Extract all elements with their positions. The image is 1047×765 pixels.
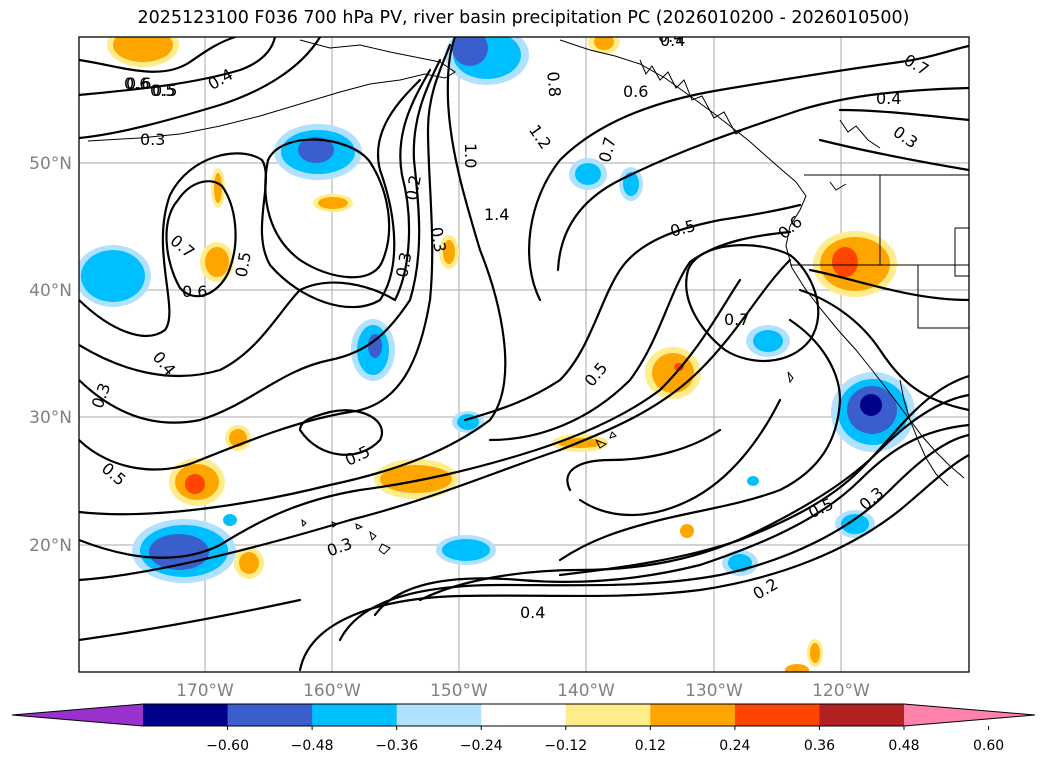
colorbar-outline bbox=[11, 703, 1036, 727]
precip-neg-region bbox=[452, 37, 488, 66]
colorbar-segment bbox=[565, 704, 651, 726]
lon-tick-labels: 170°W 160°W 150°W 140°W 130°W 120°W bbox=[176, 681, 870, 701]
colorbar-label: −0.36 bbox=[375, 738, 418, 754]
lon-tick-label: 150°W bbox=[430, 681, 488, 701]
lat-tick-labels: 50°N 40°N 30°N 20°N bbox=[29, 154, 72, 556]
map-title: 2025123100 F036 700 hPa PV, river basin … bbox=[137, 8, 910, 28]
colorbar-segment bbox=[143, 704, 229, 726]
colorbar-segment bbox=[819, 704, 905, 726]
colorbar-segment bbox=[312, 704, 398, 726]
precip-pos-region bbox=[832, 247, 858, 277]
contour-label: 0.4 bbox=[660, 31, 685, 50]
contour-label: 0.6 bbox=[126, 74, 151, 93]
colorbar-label: −0.60 bbox=[206, 738, 249, 754]
precip-neg-region bbox=[298, 137, 334, 163]
colorbar-label: 0.60 bbox=[973, 738, 1004, 754]
precip-pos-region bbox=[318, 197, 348, 209]
precip-pos-region bbox=[443, 240, 455, 264]
colorbar-segment bbox=[396, 704, 482, 726]
colorbar-label: 0.36 bbox=[804, 738, 835, 754]
colorbar-label: −0.24 bbox=[460, 738, 503, 754]
precip-neg-region bbox=[442, 539, 490, 561]
contour-label: 1.4 bbox=[484, 205, 509, 224]
precip-neg-region bbox=[368, 334, 382, 358]
contour-label: 0.6 bbox=[182, 282, 207, 301]
lon-tick-label: 120°W bbox=[812, 681, 870, 701]
contour-label: 1.0 bbox=[461, 143, 480, 168]
plot-area: 0.6 0.5 0.4 0.3 0.7 0.6 0.5 0.3 0.4 0.5 … bbox=[79, 27, 969, 672]
precip-pos-region bbox=[205, 247, 229, 277]
precip-pos-region bbox=[113, 37, 173, 62]
contour-label: 0.3 bbox=[140, 130, 165, 149]
precip-pos-region bbox=[810, 643, 820, 663]
colorbar-segment bbox=[650, 704, 736, 726]
colorbar: −0.60 −0.48 −0.36 −0.24 −0.12 0.12 0.24 0.36 0.4… bbox=[11, 703, 1036, 754]
lon-tick-label: 130°W bbox=[685, 681, 743, 701]
contour-label: 0.6 bbox=[623, 82, 648, 101]
contour-label: 0.4 bbox=[876, 89, 901, 108]
precip-neg-region bbox=[623, 172, 639, 196]
positive-shading bbox=[107, 37, 897, 672]
precip-neg-region bbox=[81, 250, 145, 302]
colorbar-label: −0.12 bbox=[544, 738, 587, 754]
precip-pos-region bbox=[214, 173, 222, 203]
contour-label: 0.5 bbox=[232, 250, 255, 278]
precip-pos-region bbox=[594, 37, 614, 50]
precip-pos-region bbox=[185, 474, 205, 494]
precip-neg-region bbox=[223, 514, 237, 526]
precip-neg-region bbox=[575, 163, 601, 185]
colorbar-segment bbox=[227, 704, 313, 726]
lon-tick-label: 170°W bbox=[176, 681, 234, 701]
contour-label: 0.7 bbox=[724, 310, 749, 329]
colorbar-extend-low bbox=[12, 704, 143, 726]
precip-neg-region bbox=[841, 514, 869, 534]
colorbar-label: 0.12 bbox=[635, 738, 666, 754]
contour-label: 0.5 bbox=[152, 81, 177, 100]
contour-label: 0.2 bbox=[402, 173, 425, 201]
precip-pos-region bbox=[239, 552, 259, 574]
contour-label: 0.4 bbox=[520, 603, 545, 622]
colorbar-label: −0.48 bbox=[291, 738, 334, 754]
precip-neg-region bbox=[747, 476, 759, 486]
lon-tick-label: 160°W bbox=[303, 681, 361, 701]
colorbar-segment bbox=[734, 704, 820, 726]
lat-tick-label: 20°N bbox=[29, 536, 72, 556]
lat-tick-label: 40°N bbox=[29, 281, 72, 301]
precip-pos-region bbox=[380, 465, 452, 493]
lat-tick-label: 50°N bbox=[29, 154, 72, 174]
lon-tick-label: 140°W bbox=[557, 681, 615, 701]
pv-contours bbox=[79, 37, 969, 672]
precip-neg-region bbox=[860, 394, 882, 416]
precip-neg-region bbox=[753, 330, 783, 352]
colorbar-segment bbox=[481, 704, 567, 726]
contour-label: 0.4 bbox=[658, 27, 683, 46]
colorbar-label: 0.24 bbox=[719, 738, 750, 754]
contour-label: 0.8 bbox=[543, 71, 564, 98]
contour-label: 0.3 bbox=[392, 251, 415, 279]
contour-label: 0.5 bbox=[150, 81, 175, 100]
precip-pos-region bbox=[680, 524, 694, 538]
contour-label: 0.3 bbox=[427, 226, 450, 254]
precip-pos-region bbox=[785, 664, 809, 672]
lat-tick-label: 30°N bbox=[29, 408, 72, 428]
contour-label: 0.6 bbox=[124, 74, 149, 93]
colorbar-label: 0.48 bbox=[888, 738, 919, 754]
colorbar-extend-high bbox=[904, 704, 1035, 726]
plot-frame bbox=[78, 36, 970, 673]
